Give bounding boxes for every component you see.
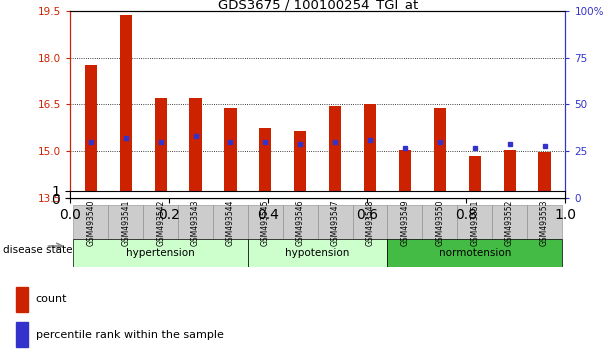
FancyBboxPatch shape bbox=[423, 205, 457, 239]
Text: GSM493543: GSM493543 bbox=[191, 199, 200, 246]
Text: GSM493545: GSM493545 bbox=[261, 199, 270, 246]
Bar bbox=[190, 98, 202, 198]
FancyBboxPatch shape bbox=[353, 205, 387, 239]
Bar bbox=[329, 106, 341, 198]
Text: GSM493547: GSM493547 bbox=[331, 199, 340, 246]
FancyBboxPatch shape bbox=[108, 205, 143, 239]
FancyBboxPatch shape bbox=[248, 239, 387, 267]
FancyBboxPatch shape bbox=[143, 205, 178, 239]
FancyBboxPatch shape bbox=[527, 205, 562, 239]
Text: GSM493546: GSM493546 bbox=[295, 199, 305, 246]
FancyBboxPatch shape bbox=[178, 205, 213, 239]
Text: percentile rank within the sample: percentile rank within the sample bbox=[35, 330, 224, 340]
Text: GSM493551: GSM493551 bbox=[470, 199, 479, 246]
Text: GSM493544: GSM493544 bbox=[226, 199, 235, 246]
Bar bbox=[120, 15, 132, 198]
Text: disease state: disease state bbox=[3, 245, 72, 256]
Bar bbox=[503, 150, 516, 198]
Text: GSM493540: GSM493540 bbox=[86, 199, 95, 246]
Bar bbox=[294, 131, 306, 198]
Bar bbox=[16, 287, 29, 312]
FancyBboxPatch shape bbox=[213, 205, 248, 239]
Bar bbox=[224, 108, 237, 198]
Text: GSM493542: GSM493542 bbox=[156, 199, 165, 246]
Bar bbox=[539, 152, 551, 198]
Text: GSM493550: GSM493550 bbox=[435, 199, 444, 246]
FancyBboxPatch shape bbox=[283, 205, 318, 239]
Text: GSM493552: GSM493552 bbox=[505, 199, 514, 246]
Text: GSM493541: GSM493541 bbox=[121, 199, 130, 246]
FancyBboxPatch shape bbox=[74, 239, 248, 267]
Text: hypotension: hypotension bbox=[286, 249, 350, 258]
Text: GSM493553: GSM493553 bbox=[540, 199, 549, 246]
FancyBboxPatch shape bbox=[318, 205, 353, 239]
Bar bbox=[364, 104, 376, 198]
Text: count: count bbox=[35, 295, 67, 304]
FancyBboxPatch shape bbox=[387, 239, 562, 267]
Bar bbox=[85, 65, 97, 198]
FancyBboxPatch shape bbox=[248, 205, 283, 239]
Bar bbox=[16, 322, 29, 347]
Bar bbox=[469, 156, 481, 198]
Bar bbox=[154, 98, 167, 198]
FancyBboxPatch shape bbox=[492, 205, 527, 239]
FancyBboxPatch shape bbox=[387, 205, 423, 239]
Text: GSM493548: GSM493548 bbox=[365, 199, 375, 246]
Bar bbox=[434, 108, 446, 198]
Title: GDS3675 / 100100254_TGI_at: GDS3675 / 100100254_TGI_at bbox=[218, 0, 418, 11]
Text: normotension: normotension bbox=[438, 249, 511, 258]
FancyBboxPatch shape bbox=[74, 205, 108, 239]
Bar bbox=[259, 128, 271, 198]
Text: GSM493549: GSM493549 bbox=[401, 199, 409, 246]
Text: hypertension: hypertension bbox=[126, 249, 195, 258]
FancyBboxPatch shape bbox=[457, 205, 492, 239]
Bar bbox=[399, 150, 411, 198]
